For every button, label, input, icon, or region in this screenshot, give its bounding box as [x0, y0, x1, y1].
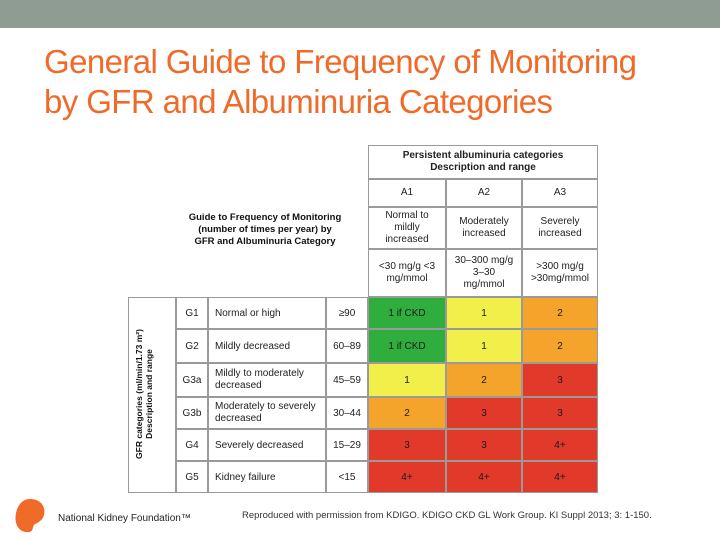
- guide-caption: Guide to Frequency of Monitoring (number…: [170, 212, 360, 248]
- gfr-axis-label: GFR categories (ml/min/1.73 m²) Descript…: [132, 300, 156, 488]
- gfr-axis-label-line-1: GFR categories (ml/min/1.73 m²): [134, 329, 144, 459]
- albuminuria-header-line-2: Description and range: [430, 162, 536, 173]
- guide-caption-line-3: GFR and Albuminuria Category: [194, 236, 336, 247]
- albuminuria-header: Persistent albuminuria categories Descri…: [368, 145, 598, 179]
- monitoring-cell-g1-a1: 1 if CKD: [368, 297, 446, 329]
- gfr-row-code: G3a: [176, 363, 208, 397]
- monitoring-cell-g3a-a1: 1: [368, 363, 446, 397]
- monitoring-cell-g2-a2: 1: [446, 329, 522, 363]
- top-banner: [0, 0, 720, 28]
- albuminuria-range-a2: 30–300 mg/g 3–30 mg/mmol: [446, 249, 522, 297]
- gfr-row-range: 15–29: [326, 429, 368, 461]
- gfr-row-range: 30–44: [326, 397, 368, 429]
- guide-caption-line-1: Guide to Frequency of Monitoring: [188, 212, 342, 223]
- monitoring-cell-g4-a2: 3: [446, 429, 522, 461]
- monitoring-cell-g1-a2: 1: [446, 297, 522, 329]
- gfr-row-desc: Mildly to moderately decreased: [208, 363, 326, 397]
- footer-org-name: National Kidney Foundation™: [58, 513, 191, 524]
- albuminuria-range-a1: <30 mg/g <3 mg/mmol: [368, 249, 446, 297]
- gfr-row-code: G5: [176, 461, 208, 493]
- gfr-row-code: G1: [176, 297, 208, 329]
- albuminuria-header-line-1: Persistent albuminuria categories: [402, 150, 564, 161]
- gfr-row-range: 45–59: [326, 363, 368, 397]
- kidney-logo-icon: [10, 495, 50, 535]
- monitoring-cell-g3a-a2: 2: [446, 363, 522, 397]
- albuminuria-range-a3: >300 mg/g >30mg/mmol: [522, 249, 598, 297]
- albuminuria-desc-a1: Normal to mildly increased: [368, 207, 446, 249]
- monitoring-cell-g2-a1: 1 if CKD: [368, 329, 446, 363]
- slide-title: General Guide to Frequency of Monitoring…: [44, 42, 704, 122]
- gfr-row-range: ≥90: [326, 297, 368, 329]
- gfr-row-range: <15: [326, 461, 368, 493]
- albuminuria-desc-a3: Severely increased: [522, 207, 598, 249]
- albuminuria-code-a1: A1: [368, 179, 446, 207]
- monitoring-cell-g3b-a2: 3: [446, 397, 522, 429]
- monitoring-cell-g3a-a3: 3: [522, 363, 598, 397]
- monitoring-cell-g5-a3: 4+: [522, 461, 598, 493]
- gfr-row-desc: Severely decreased: [208, 429, 326, 461]
- monitoring-cell-g4-a3: 4+: [522, 429, 598, 461]
- albuminuria-desc-a2: Moderately increased: [446, 207, 522, 249]
- guide-caption-line-2: (number of times per year) by: [198, 224, 332, 235]
- gfr-row-desc: Mildly decreased: [208, 329, 326, 363]
- monitoring-cell-g3b-a1: 2: [368, 397, 446, 429]
- gfr-axis-label-line-2: Description and range: [144, 349, 154, 439]
- albuminuria-code-a2: A2: [446, 179, 522, 207]
- gfr-row-range: 60–89: [326, 329, 368, 363]
- monitoring-cell-g3b-a3: 3: [522, 397, 598, 429]
- monitoring-cell-g4-a1: 3: [368, 429, 446, 461]
- gfr-row-code: G3b: [176, 397, 208, 429]
- monitoring-cell-g2-a3: 2: [522, 329, 598, 363]
- gfr-row-desc: Normal or high: [208, 297, 326, 329]
- gfr-row-desc: Kidney failure: [208, 461, 326, 493]
- gfr-row-code: G4: [176, 429, 208, 461]
- albuminuria-code-a3: A3: [522, 179, 598, 207]
- gfr-row-code: G2: [176, 329, 208, 363]
- title-line-2: by GFR and Albuminuria Categories: [44, 83, 553, 120]
- title-line-1: General Guide to Frequency of Monitoring: [44, 43, 637, 80]
- monitoring-cell-g5-a1: 4+: [368, 461, 446, 493]
- gfr-axis-box: [128, 297, 176, 493]
- footer-citation: Reproduced with permission from KDIGO. K…: [242, 510, 652, 521]
- gfr-row-desc: Moderately to severely decreased: [208, 397, 326, 429]
- monitoring-cell-g1-a3: 2: [522, 297, 598, 329]
- monitoring-cell-g5-a2: 4+: [446, 461, 522, 493]
